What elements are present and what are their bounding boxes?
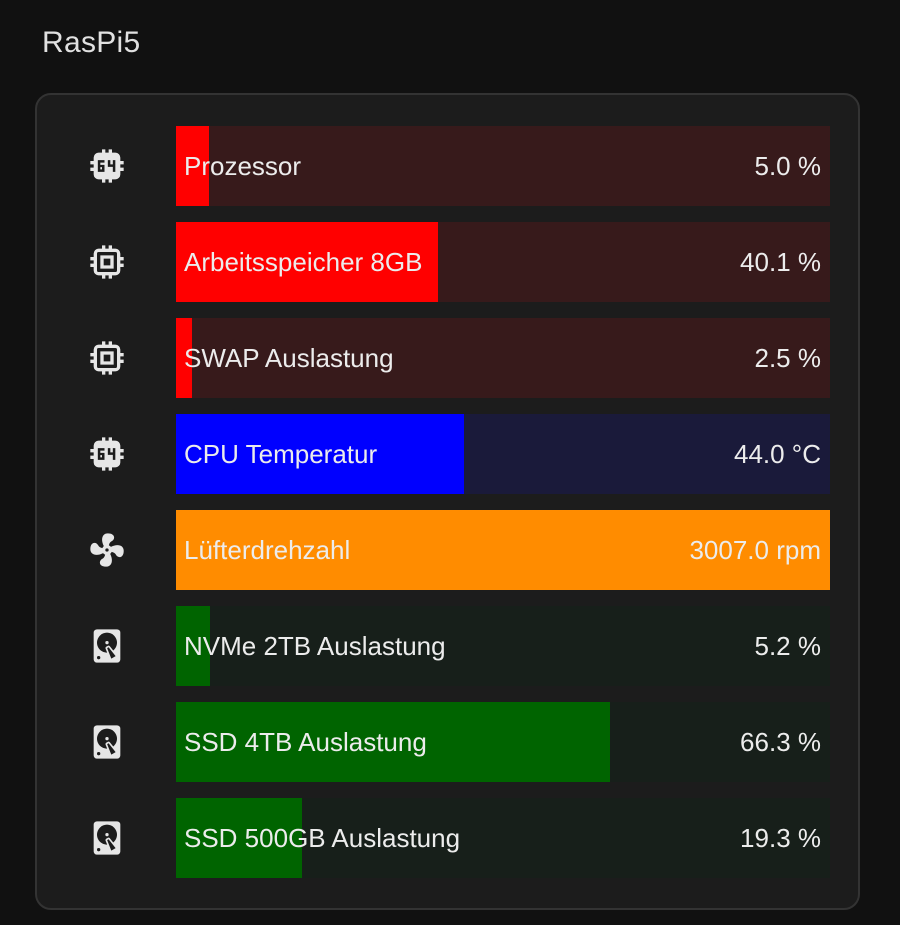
bar-value: 66.3 %: [740, 727, 821, 757]
bar-label: SWAP Auslastung: [184, 343, 394, 373]
bar-value: 44.0 °C: [733, 439, 821, 469]
bar-fill: [176, 606, 210, 686]
bar-fill: [176, 510, 830, 590]
bar-fill: [176, 414, 464, 494]
bar-row-ssd-500gb[interactable]: SSD 500GB Auslastung 19.3 %: [37, 798, 862, 878]
bar-row-luefterdrehzahl[interactable]: Lüfterdrehzahl 3007.0 rpm: [37, 510, 862, 590]
fan-icon: [87, 530, 127, 570]
bar-label: SSD 4TB Auslastung: [184, 727, 427, 757]
harddisk-icon: [87, 626, 127, 666]
bar-fill: [176, 222, 439, 302]
cpu-64-bit-icon: [87, 434, 127, 474]
bar-label: NVMe 2TB Auslastung: [184, 631, 446, 661]
bar-label: Prozessor: [184, 151, 302, 181]
memory-chip-icon: [87, 338, 127, 378]
bar-label: CPU Temperatur: [184, 439, 378, 469]
bar-value: 2.5 %: [754, 343, 822, 373]
bar-row-ssd-4tb[interactable]: SSD 4TB Auslastung 66.3 %: [37, 702, 862, 782]
bar-fill: [176, 318, 193, 398]
bar-track: SWAP Auslastung 2.5 %: [176, 318, 830, 398]
bar-row-nvme[interactable]: NVMe 2TB Auslastung 5.2 %: [37, 606, 862, 686]
bar-value: 3007.0 rpm: [689, 535, 821, 565]
bar-value: 5.2 %: [754, 631, 822, 661]
bar-value: 19.3 %: [740, 823, 821, 853]
card-title: RasPi5: [42, 26, 141, 59]
bar-track: CPU Temperatur 44.0 °C: [176, 414, 830, 494]
system-monitor-card: Prozessor 5.0 % Arbeitsspeicher 8GB 40.1…: [35, 93, 860, 910]
harddisk-icon: [87, 818, 127, 858]
bar-track: NVMe 2TB Auslastung 5.2 %: [176, 606, 830, 686]
bar-row-prozessor[interactable]: Prozessor 5.0 %: [37, 126, 862, 206]
bar-label: Arbeitsspeicher 8GB: [184, 247, 423, 277]
bar-track: Prozessor 5.0 %: [176, 126, 830, 206]
bar-value: 40.1 %: [740, 247, 821, 277]
harddisk-icon: [87, 722, 127, 762]
bar-row-swap[interactable]: SWAP Auslastung 2.5 %: [37, 318, 862, 398]
bar-track: SSD 4TB Auslastung 66.3 %: [176, 702, 830, 782]
bar-fill: [176, 126, 209, 206]
bar-fill: [176, 702, 610, 782]
bar-track: SSD 500GB Auslastung 19.3 %: [176, 798, 830, 878]
cpu-64-bit-icon: [87, 146, 127, 186]
memory-chip-icon: [87, 242, 127, 282]
bar-label: SSD 500GB Auslastung: [184, 823, 461, 853]
bar-row-arbeitsspeicher[interactable]: Arbeitsspeicher 8GB 40.1 %: [37, 222, 862, 302]
bar-track: Lüfterdrehzahl 3007.0 rpm: [176, 510, 830, 590]
bar-label: Lüfterdrehzahl: [184, 535, 351, 565]
bar-track: Arbeitsspeicher 8GB 40.1 %: [176, 222, 830, 302]
bar-value: 5.0 %: [754, 151, 822, 181]
bar-fill: [176, 798, 303, 878]
bar-row-cpu-temperatur[interactable]: CPU Temperatur 44.0 °C: [37, 414, 862, 494]
